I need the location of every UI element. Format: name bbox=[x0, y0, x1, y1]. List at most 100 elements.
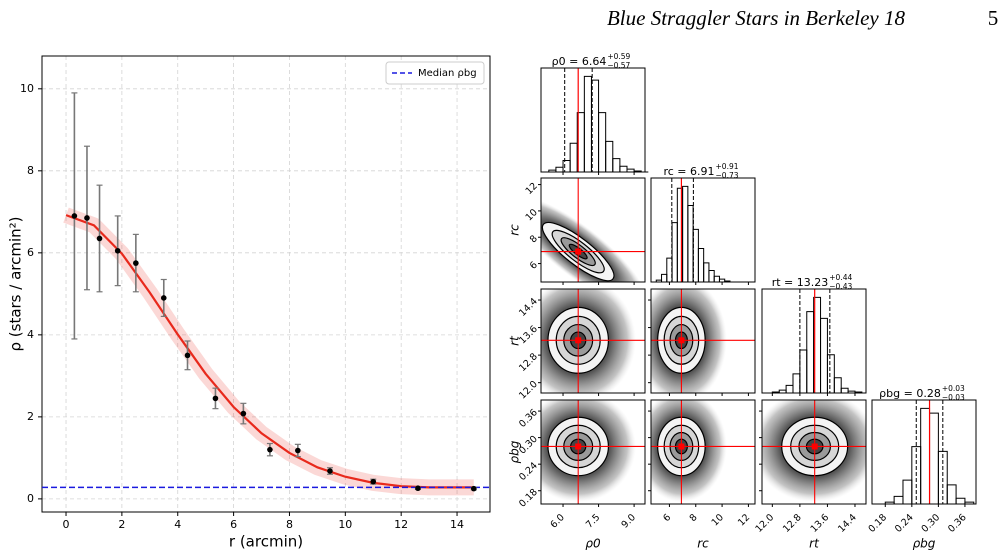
histogram-bin bbox=[902, 479, 913, 504]
panel-frame bbox=[540, 288, 646, 394]
x-tick-label: 8 bbox=[286, 518, 293, 531]
x-tick-label: 7.5 bbox=[584, 512, 602, 530]
corner-panel: 6 8 10 12 rc bbox=[508, 177, 646, 285]
data-point bbox=[327, 468, 333, 474]
title-minus: −0.03 bbox=[942, 393, 965, 402]
y-tick-label: 8 bbox=[528, 233, 540, 245]
y-tick-label: 10 bbox=[20, 82, 34, 95]
y-axis-label: ρbg bbox=[508, 440, 522, 463]
x-tick-label: 13.6 bbox=[809, 512, 832, 535]
x-tick-label: 10 bbox=[710, 512, 726, 528]
data-point bbox=[184, 352, 191, 359]
corner-panel: 12.012.813.614.4rt bbox=[508, 288, 646, 402]
x-tick-label: 6.0 bbox=[548, 512, 566, 530]
panel-title: rt = 13.23 bbox=[772, 276, 829, 289]
x-tick-label: 12 bbox=[394, 518, 408, 531]
x-tick-label: 9.0 bbox=[620, 512, 638, 530]
panel-frame bbox=[540, 399, 646, 505]
median-marker bbox=[678, 443, 685, 450]
corner-panel: rc = 6.91 +0.91−0.73 bbox=[650, 162, 756, 285]
panel-frame bbox=[540, 67, 646, 173]
x-tick-label: 0.30 bbox=[920, 512, 943, 535]
x-tick-label: 0.18 bbox=[866, 512, 889, 535]
histogram-bin bbox=[598, 112, 607, 172]
y-axis-label: rc bbox=[508, 224, 522, 236]
histogram-bin bbox=[569, 142, 578, 172]
data-point bbox=[370, 478, 377, 485]
histogram-bin bbox=[619, 165, 628, 172]
histogram-bin bbox=[955, 497, 966, 504]
title-minus: −0.73 bbox=[716, 171, 739, 180]
y-tick-label: 2 bbox=[27, 410, 34, 423]
x-tick-label: 0.24 bbox=[893, 512, 916, 535]
panel-frame bbox=[761, 399, 867, 505]
histogram-bin bbox=[562, 160, 571, 172]
median-marker bbox=[811, 443, 818, 450]
median-marker bbox=[575, 337, 582, 344]
x-axis-label: ρbg bbox=[913, 537, 936, 551]
histogram-bin bbox=[703, 262, 710, 282]
legend-label: Median ρbg bbox=[418, 68, 477, 79]
x-tick-label: 0 bbox=[63, 518, 70, 531]
histogram-bin bbox=[840, 387, 849, 393]
y-tick-label: 14.4 bbox=[517, 296, 540, 319]
x-tick-label: 4 bbox=[174, 518, 181, 531]
y-tick-label: 4 bbox=[27, 328, 34, 341]
title-plus: +0.59 bbox=[607, 52, 630, 61]
histogram-bin bbox=[820, 317, 828, 393]
x-tick-label: 12.8 bbox=[781, 512, 804, 535]
x-tick-label: 14.4 bbox=[836, 512, 859, 535]
median-marker bbox=[678, 337, 685, 344]
median-marker bbox=[575, 248, 582, 255]
histogram-bin bbox=[799, 349, 808, 393]
y-tick-label: 6 bbox=[27, 246, 34, 259]
y-tick-label: 10 bbox=[524, 207, 540, 223]
histogram-bin bbox=[806, 311, 815, 393]
data-point bbox=[96, 235, 103, 242]
data-point bbox=[133, 260, 139, 266]
x-tick-label: 0.36 bbox=[946, 512, 969, 535]
corner-panel: rt = 13.23 +0.44−0.43 bbox=[761, 273, 867, 396]
histogram-bin bbox=[946, 484, 957, 504]
data-point bbox=[267, 446, 273, 453]
title-plus: +0.44 bbox=[829, 273, 852, 282]
x-tick-label: 10 bbox=[338, 518, 352, 531]
histogram-bin bbox=[605, 140, 614, 172]
corner-panel: ρ0 = 6.64 +0.59−0.57 bbox=[540, 52, 649, 175]
data-point bbox=[471, 485, 477, 492]
histogram-bin bbox=[792, 373, 801, 393]
panel-frame bbox=[761, 288, 867, 394]
panel-title: ρbg = 0.28 bbox=[879, 387, 941, 400]
histogram-bin bbox=[826, 354, 835, 393]
x-tick-label: 12 bbox=[736, 512, 752, 528]
y-tick-label: 12.8 bbox=[517, 351, 540, 374]
x-axis-label: ρ0 bbox=[585, 537, 601, 551]
data-point bbox=[84, 215, 90, 221]
histogram-bin bbox=[964, 501, 975, 504]
plot-frame bbox=[41, 55, 491, 513]
histogram-bin bbox=[666, 257, 673, 282]
histogram-bin bbox=[833, 377, 842, 393]
panel-frame bbox=[650, 177, 756, 283]
panel-title: rc = 6.91 bbox=[663, 165, 714, 178]
y-tick-label: 0.18 bbox=[517, 487, 540, 510]
corner-panel: ρbg = 0.28 +0.03−0.03 0.18 0.24 0.30 0.36 ρbg bbox=[866, 384, 977, 551]
data-point bbox=[114, 247, 121, 254]
histogram-bin bbox=[920, 407, 931, 504]
histogram-bin bbox=[612, 158, 621, 172]
histogram-bin bbox=[708, 270, 715, 282]
corner-panel: 6 8 10 12 rc bbox=[648, 399, 756, 551]
y-axis-label: ρ (stars / arcmin²) bbox=[7, 216, 25, 351]
x-axis-label: rc bbox=[697, 537, 709, 551]
y-axis-label: rt bbox=[508, 335, 522, 346]
x-axis-label: r (arcmin) bbox=[229, 533, 303, 551]
y-tick-label: 8 bbox=[27, 164, 34, 177]
x-tick-label: 2 bbox=[118, 518, 125, 531]
y-tick-label: 0.36 bbox=[517, 407, 540, 430]
histogram-bin bbox=[671, 222, 678, 282]
title-minus: −0.43 bbox=[829, 282, 852, 291]
histogram-bin bbox=[687, 204, 694, 282]
